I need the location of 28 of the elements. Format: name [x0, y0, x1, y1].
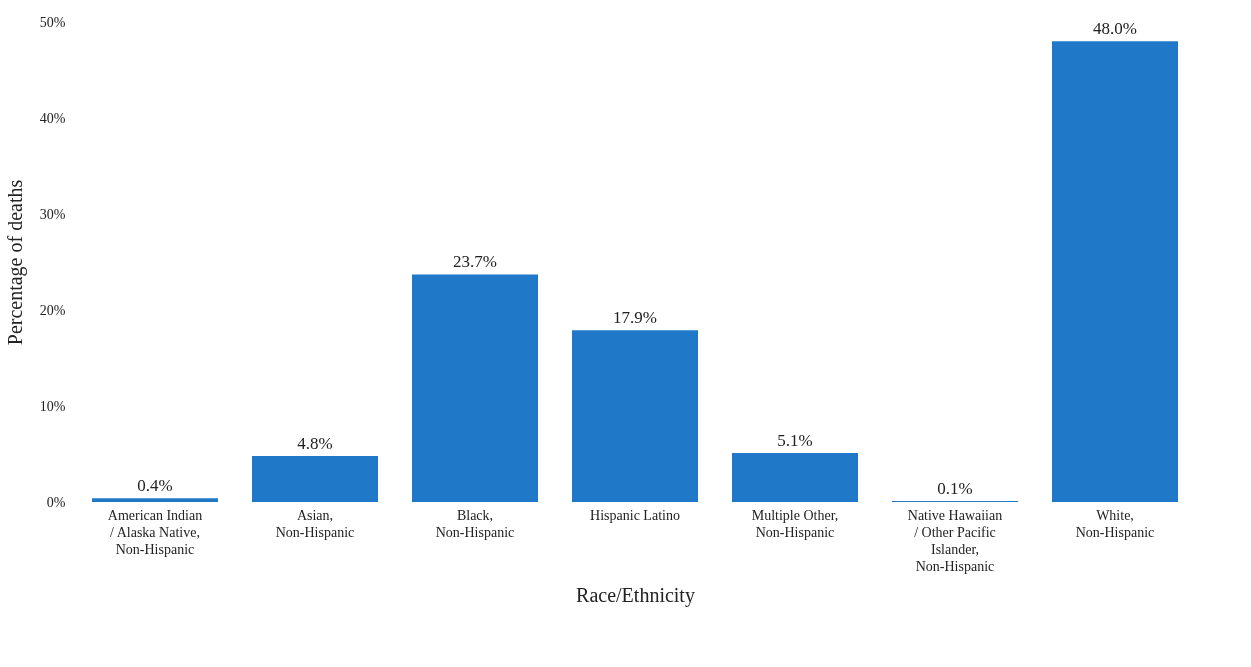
x-tick-label: American Indian / Alaska Native, Non-Hispanic [107, 507, 203, 557]
bar [92, 498, 218, 502]
x-tick-label: Black, Non-Hispanic [435, 507, 515, 540]
y-tick-label: 0% [46, 494, 66, 510]
data-label: 17.9% [613, 308, 657, 328]
x-axis-title: Race/Ethnicity [576, 583, 695, 607]
x-tick-label: Native Hawaiian / Other Pacific Islander, Non-Hispanic [907, 507, 1003, 574]
data-label: 48.0% [1093, 19, 1137, 39]
data-label: 4.8% [297, 433, 333, 453]
y-axis-title: Percentage of deaths [3, 179, 27, 346]
data-label: 5.1% [777, 431, 813, 451]
data-label: 23.7% [453, 252, 497, 272]
x-tick-label: Asian, Non-Hispanic [275, 507, 355, 540]
y-tick-label: 50% [39, 14, 66, 30]
bar [1052, 41, 1178, 502]
x-tick-label: Multiple Other, Non-Hispanic [751, 507, 839, 540]
x-tick-label: White, Non-Hispanic [1075, 507, 1155, 540]
bar [732, 453, 858, 502]
y-tick-label: 40% [39, 110, 66, 126]
data-label: 0.1% [937, 479, 973, 499]
y-tick-label: 20% [39, 302, 66, 318]
y-tick-label: 10% [39, 398, 66, 414]
y-tick-label: 30% [39, 206, 66, 222]
x-tick-label: Hispanic Latino [590, 507, 680, 523]
bar [412, 274, 538, 502]
data-label: 0.4% [137, 476, 173, 496]
bar [572, 330, 698, 502]
bar [252, 455, 378, 502]
